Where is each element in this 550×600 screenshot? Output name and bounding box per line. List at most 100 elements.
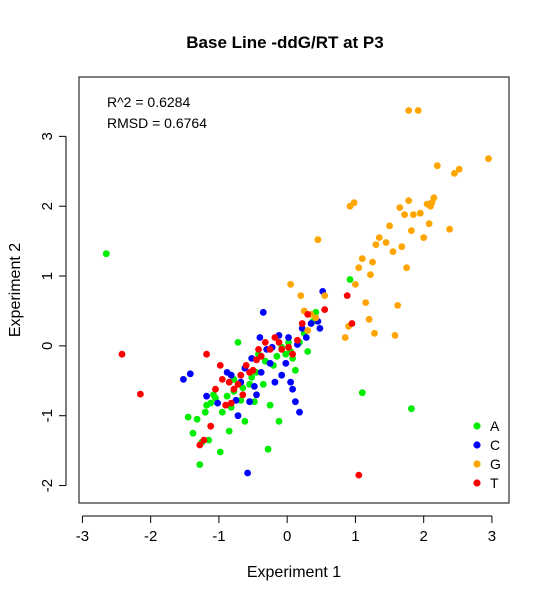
- point-C-34: [316, 325, 324, 332]
- point-A-41: [304, 348, 312, 355]
- x-tick-label-6: 3: [488, 528, 496, 545]
- x-axis: -3 -2 -1 0 1 2 3: [76, 515, 496, 545]
- x-tick-label-5: 2: [420, 528, 428, 545]
- point-A-9: [207, 399, 215, 407]
- r-squared-annotation: R^2 = 0.6284: [107, 94, 190, 110]
- point-T-1: [137, 390, 144, 398]
- point-T-5: [207, 422, 215, 430]
- rmsd-annotation: RMSD = 0.6764: [107, 115, 207, 131]
- point-C-13: [253, 391, 260, 399]
- point-A-14: [223, 392, 231, 400]
- point-G-29: [401, 211, 408, 219]
- y-tick-label-3: 1: [39, 272, 56, 280]
- y-tick-label-5: 3: [39, 132, 56, 140]
- point-G-22: [382, 239, 390, 246]
- point-T-7: [218, 376, 226, 383]
- point-T-15: [242, 362, 250, 369]
- point-C-17: [266, 359, 274, 367]
- x-axis-label: Experiment 1: [247, 564, 341, 581]
- point-T-10: [227, 399, 235, 407]
- point-T-0: [118, 350, 126, 358]
- x-tick-label-0: -3: [76, 528, 89, 545]
- legend-label-T: T: [490, 475, 499, 491]
- point-T-11: [230, 385, 238, 393]
- point-A-44: [346, 276, 354, 283]
- point-C-28: [296, 408, 303, 416]
- point-T-25: [285, 343, 292, 351]
- point-A-24: [251, 398, 258, 406]
- legend-marker-G: [473, 460, 481, 468]
- point-A-12: [216, 448, 224, 456]
- point-G-45: [455, 165, 463, 173]
- legend-label-G: G: [490, 456, 501, 472]
- point-T-23: [275, 339, 283, 346]
- point-A-27: [259, 380, 267, 388]
- point-G-3: [304, 327, 312, 334]
- point-C-31: [307, 320, 315, 327]
- point-A-20: [239, 384, 247, 392]
- point-T-8: [222, 401, 230, 409]
- point-T-4: [203, 350, 211, 358]
- point-T-29: [304, 311, 312, 318]
- point-G-33: [410, 211, 417, 219]
- y-tick-label-1: -1: [39, 409, 56, 422]
- point-G-35: [416, 209, 424, 217]
- point-A-3: [193, 415, 201, 423]
- x-tick-label-3: 0: [283, 528, 291, 545]
- point-T-21: [266, 346, 274, 353]
- legend-marker-A: [473, 422, 481, 430]
- point-G-36: [420, 234, 428, 242]
- legend-marker-T: [473, 479, 481, 487]
- point-C-22: [282, 359, 290, 367]
- y-tick-label-4: 2: [39, 202, 56, 210]
- point-C-3: [214, 399, 222, 407]
- point-A-38: [292, 366, 299, 374]
- point-A-45: [358, 389, 366, 397]
- point-G-15: [362, 299, 370, 306]
- point-C-24: [287, 378, 294, 386]
- point-T-18: [253, 356, 260, 364]
- point-C-6: [234, 412, 242, 420]
- point-G-44: [451, 170, 458, 177]
- point-G-1: [297, 292, 305, 299]
- point-C-36: [256, 334, 264, 341]
- point-G-41: [430, 194, 438, 202]
- point-A-21: [241, 417, 249, 425]
- point-C-30: [302, 334, 310, 341]
- y-tick-label-2: 0: [39, 342, 56, 350]
- point-C-9: [244, 469, 252, 477]
- point-T-32: [348, 320, 356, 327]
- points-layer: [102, 107, 492, 479]
- point-G-17: [367, 271, 374, 278]
- x-tick-label-1: -2: [144, 528, 157, 545]
- y-axis-label: Experiment 2: [7, 243, 24, 337]
- point-A-15: [225, 427, 233, 435]
- point-C-12: [251, 383, 258, 390]
- point-G-0: [287, 281, 294, 288]
- point-A-28: [264, 445, 272, 453]
- point-G-5: [312, 314, 320, 322]
- point-A-4: [196, 461, 204, 468]
- point-T-14: [239, 391, 247, 399]
- point-T-17: [249, 366, 257, 374]
- y-axis: -2 -1 0 1 2 3: [39, 132, 67, 492]
- point-T-6: [212, 385, 219, 393]
- point-C-15: [259, 308, 267, 316]
- point-C-21: [278, 371, 286, 379]
- point-C-2: [203, 392, 211, 400]
- point-T-2: [196, 441, 204, 449]
- y-tick-label-0: -2: [39, 479, 56, 492]
- point-G-23: [386, 222, 393, 230]
- point-T-20: [261, 339, 269, 346]
- legend-marker-C: [473, 441, 481, 449]
- point-C-25: [289, 385, 296, 393]
- point-G-31: [405, 197, 413, 205]
- x-tick-label-4: 1: [351, 528, 359, 545]
- point-A-46: [408, 405, 415, 413]
- point-A-32: [275, 417, 283, 425]
- point-G-8: [341, 334, 349, 341]
- point-C-1: [186, 370, 194, 378]
- point-A-29: [266, 401, 274, 409]
